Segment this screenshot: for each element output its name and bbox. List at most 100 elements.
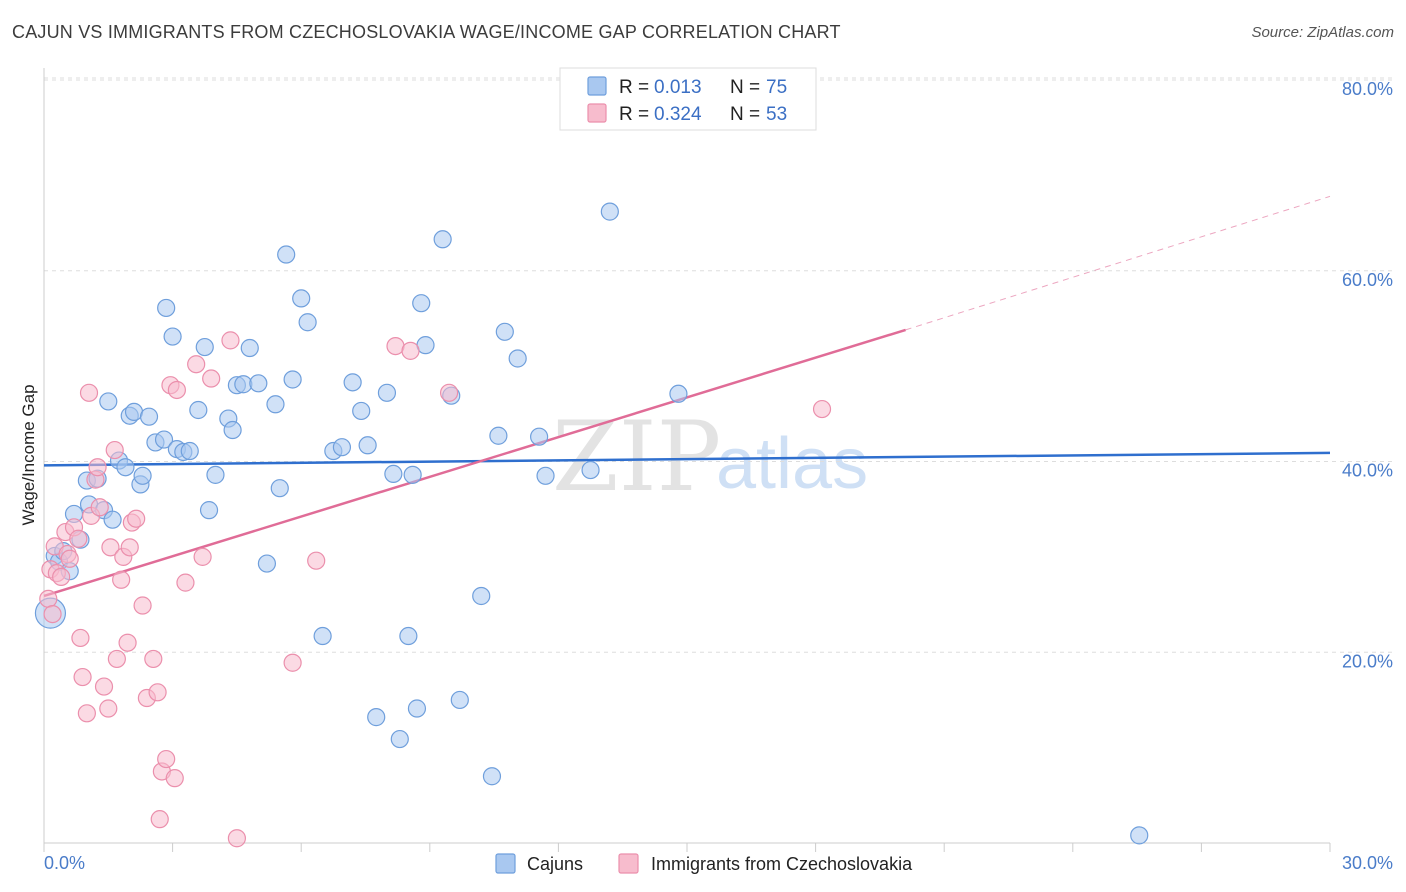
- point-cajuns-50: [367, 708, 386, 727]
- y-axis-title: Wage/Income Gap: [19, 384, 38, 525]
- point-cajuns-35: [240, 338, 259, 358]
- point-cajuns-69: [581, 460, 600, 480]
- point-czech-41: [193, 547, 212, 566]
- y-tick-label-40: 40.0%: [1342, 461, 1393, 481]
- point-cajuns-27: [189, 400, 208, 420]
- point-cajuns-65: [495, 322, 514, 341]
- chart-title: CAJUN VS IMMIGRANTS FROM CZECHOSLOVAKIA …: [12, 22, 841, 42]
- point-czech-48: [401, 341, 420, 360]
- data-points: [34, 72, 1149, 848]
- legend-n-value-2: 53: [766, 104, 787, 125]
- point-cajuns-55: [403, 465, 422, 484]
- point-cajuns-63: [482, 767, 502, 786]
- point-cajuns-54: [399, 626, 418, 646]
- point-cajuns-42: [292, 289, 311, 308]
- point-czech-17: [88, 458, 107, 477]
- stats-legend: R = 0.013 N = 75 R = 0.324 N = 53: [559, 67, 817, 131]
- point-cajuns-39: [270, 479, 289, 498]
- point-cajuns-49: [358, 436, 377, 455]
- series-legend: Cajuns Immigrants from Czechoslovakia: [495, 853, 913, 874]
- point-cajuns-66: [508, 349, 527, 368]
- y-tick-label-20: 20.0%: [1342, 651, 1393, 671]
- legend-n-label-1: N =: [730, 77, 760, 98]
- point-cajuns-73: [1130, 826, 1149, 845]
- point-czech-30: [133, 596, 152, 615]
- point-cajuns-32: [223, 420, 242, 440]
- legend-n-label-2: N =: [730, 104, 760, 125]
- point-czech-2: [43, 604, 62, 624]
- point-cajuns-51: [377, 383, 397, 402]
- point-czech-27: [120, 538, 139, 557]
- legend-n-value-1: 75: [766, 77, 787, 98]
- point-czech-44: [227, 829, 246, 848]
- point-czech-40: [187, 355, 206, 374]
- point-czech-42: [202, 369, 221, 388]
- point-cajuns-47: [343, 373, 362, 392]
- point-cajuns-37: [257, 554, 277, 573]
- point-czech-24: [112, 570, 131, 589]
- bottom-legend-swatch-cajuns: [495, 853, 516, 874]
- point-cajuns-11: [99, 392, 118, 411]
- point-cajuns-68: [536, 466, 555, 485]
- point-cajuns-18: [133, 466, 152, 485]
- point-cajuns-43: [298, 313, 317, 332]
- point-cajuns-26: [180, 441, 199, 461]
- point-cajuns-67: [530, 427, 549, 446]
- point-czech-5: [52, 567, 71, 587]
- point-czech-8: [60, 549, 79, 568]
- point-cajuns-40: [277, 245, 296, 264]
- point-cajuns-52: [384, 464, 403, 483]
- point-czech-49: [439, 383, 459, 402]
- point-cajuns-44: [313, 626, 332, 646]
- legend-r-label-2: R =: [619, 104, 649, 125]
- point-czech-21: [101, 538, 120, 557]
- trend-line-czech-extension: [905, 195, 1331, 331]
- point-czech-47: [386, 336, 405, 356]
- point-cajuns-19: [139, 407, 159, 426]
- source-label: Source: ZipAtlas.com: [1251, 24, 1394, 41]
- point-czech-29: [127, 509, 146, 528]
- point-czech-19: [94, 677, 114, 696]
- point-cajuns-64: [489, 426, 508, 445]
- x-tick-label-min: 0.0%: [44, 853, 85, 873]
- bottom-legend-czech: Immigrants from Czechoslovakia: [651, 854, 913, 874]
- axes: 20.0% 40.0% 60.0% 80.0%: [43, 68, 1393, 852]
- point-czech-22: [105, 440, 124, 460]
- point-czech-20: [99, 699, 118, 718]
- bottom-legend-swatch-czech: [618, 853, 639, 874]
- point-cajuns-46: [332, 438, 352, 457]
- point-czech-43: [221, 331, 240, 350]
- point-cajuns-70: [600, 202, 619, 221]
- point-czech-37: [165, 769, 184, 788]
- point-cajuns-53: [390, 729, 409, 749]
- point-czech-38: [167, 380, 186, 400]
- legend-r-value-1: 0.013: [654, 77, 702, 98]
- point-cajuns-16: [124, 402, 144, 422]
- x-tick-label-max: 30.0%: [1342, 853, 1393, 873]
- point-cajuns-23: [163, 327, 182, 346]
- point-cajuns-48: [352, 401, 371, 421]
- point-czech-18: [90, 498, 109, 517]
- point-cajuns-71: [669, 384, 688, 403]
- point-czech-50: [150, 810, 169, 829]
- trend-line-czech: [43, 328, 906, 598]
- point-czech-39: [176, 573, 195, 592]
- y-tick-label-60: 60.0%: [1342, 270, 1393, 290]
- grid-lines: [44, 77, 1393, 653]
- point-czech-13: [77, 704, 96, 723]
- point-czech-35: [157, 749, 176, 769]
- point-cajuns-14: [116, 458, 135, 477]
- point-cajuns-62: [472, 586, 491, 606]
- point-cajuns-61: [450, 690, 469, 710]
- y-tick-label-80: 80.0%: [1342, 79, 1393, 99]
- point-czech-0: [39, 589, 58, 608]
- legend-r-label-1: R =: [619, 77, 649, 98]
- point-czech-10: [69, 529, 88, 548]
- point-czech-11: [71, 628, 90, 648]
- bottom-legend-cajuns: Cajuns: [527, 854, 583, 874]
- legend-swatch-blue: [587, 76, 607, 96]
- point-cajuns-21: [154, 430, 174, 449]
- point-cajuns-22: [157, 298, 176, 318]
- legend-swatch-pink: [587, 103, 607, 123]
